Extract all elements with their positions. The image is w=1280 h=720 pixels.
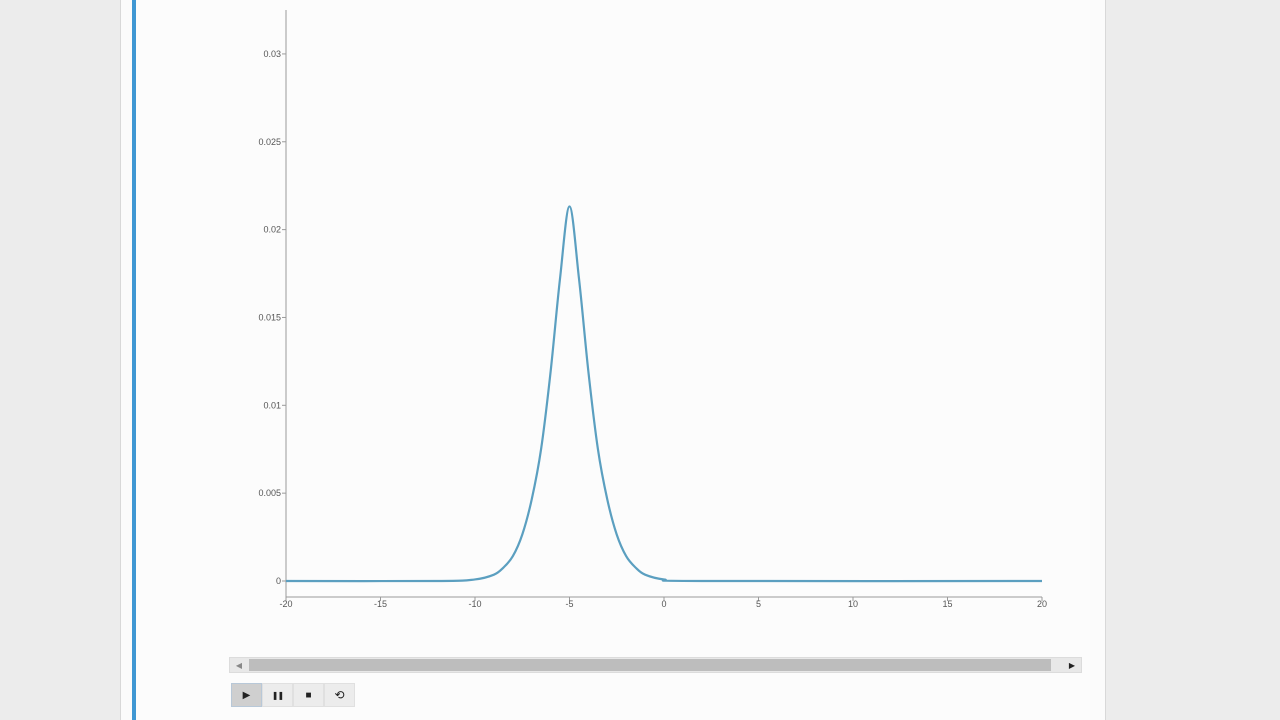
animation-controls: ▶ ❚❚ ■ ⟲ bbox=[231, 683, 355, 707]
x-tick-label: -5 bbox=[565, 599, 573, 609]
x-tick-label: 5 bbox=[756, 599, 761, 609]
x-tick-label: -10 bbox=[468, 599, 481, 609]
y-tick-label: 0.01 bbox=[263, 400, 281, 410]
x-tick-label: -15 bbox=[374, 599, 387, 609]
y-tick-label: 0 bbox=[276, 576, 281, 586]
scroll-thumb[interactable] bbox=[249, 659, 1051, 671]
distribution-chart: 0 0.005 0.01 0.015 0.02 0.025 0.03 -20 -15 -10 -5 0… bbox=[258, 10, 1047, 609]
pause-button[interactable]: ❚❚ bbox=[262, 683, 293, 707]
loop-icon: ⟲ bbox=[334, 688, 345, 702]
x-tick-label: 0 bbox=[661, 599, 666, 609]
y-tick-label: 0.02 bbox=[263, 225, 281, 235]
y-tick-label: 0.025 bbox=[258, 137, 281, 147]
x-tick-label: 15 bbox=[942, 599, 952, 609]
plot-panel bbox=[136, 0, 1090, 720]
play-button[interactable]: ▶ bbox=[231, 683, 262, 707]
y-tick-label: 0.005 bbox=[258, 488, 281, 498]
x-tick-label: -20 bbox=[279, 599, 292, 609]
accent-bar bbox=[132, 0, 136, 720]
x-tick-label: 20 bbox=[1037, 599, 1047, 609]
scroll-left-arrow-icon[interactable]: ◀ bbox=[235, 660, 243, 670]
y-tick-label: 0.03 bbox=[263, 49, 281, 59]
x-tick-label: 10 bbox=[848, 599, 858, 609]
stop-icon: ■ bbox=[305, 689, 312, 701]
pause-icon: ❚❚ bbox=[271, 690, 284, 700]
loop-button[interactable]: ⟲ bbox=[324, 683, 355, 707]
timeline-scrollbar[interactable]: ◀ ▶ bbox=[229, 657, 1082, 673]
stop-button[interactable]: ■ bbox=[293, 683, 324, 707]
scroll-right-arrow-icon[interactable]: ▶ bbox=[1068, 660, 1076, 670]
density-curve bbox=[285, 205, 1043, 583]
play-icon: ▶ bbox=[242, 689, 251, 701]
y-tick-label: 0.015 bbox=[258, 312, 281, 322]
